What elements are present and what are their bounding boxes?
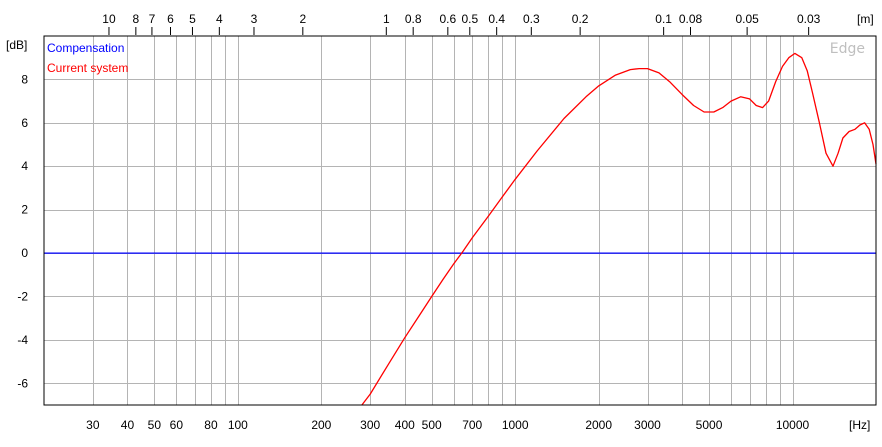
legend-entry-current-system: Current system [47, 61, 128, 75]
top-tick-label: 4 [216, 12, 223, 26]
y-tick-label: 0 [21, 246, 28, 260]
top-tick-label: 1 [383, 12, 390, 26]
y-tick-label: 6 [21, 116, 28, 130]
x-tick-label: 2000 [585, 418, 612, 432]
top-tick-label: 0.6 [439, 12, 456, 26]
x-tick-label: 500 [422, 418, 442, 432]
plot-frame [43, 35, 877, 406]
top-tick-label: 0.08 [679, 12, 703, 26]
y-tick-label: -2 [17, 289, 28, 303]
grid [44, 36, 876, 405]
top-tick-label: 8 [133, 12, 140, 26]
top-tick-label: 3 [251, 12, 258, 26]
top-tick-label: 2 [299, 12, 306, 26]
y-tick-label: -6 [17, 376, 28, 390]
x-tick-label: 1000 [502, 418, 529, 432]
top-tick-label: 0.3 [523, 12, 540, 26]
top-tick-label: 0.8 [405, 12, 422, 26]
legend-entry-compensation: Compensation [47, 41, 124, 55]
x-tick-label: 400 [395, 418, 415, 432]
x-tick-label: 200 [311, 418, 331, 432]
series-layer [44, 52, 877, 406]
y-tick-label: 4 [21, 159, 28, 173]
top-unit-label: [m] [857, 12, 874, 26]
x-tick-label: 80 [204, 418, 218, 432]
edge-watermark: Edge [830, 41, 865, 57]
y-tick-label: 8 [21, 72, 28, 86]
top-tick-label: 0.03 [797, 12, 821, 26]
y-tick-label: -4 [17, 333, 28, 347]
series-line-current-system [361, 52, 877, 406]
x-tick-label: 5000 [696, 418, 723, 432]
x-tick-label: 10000 [776, 418, 810, 432]
axis-labels: 30 40 50 60 80 100 200 300 400 500 700 1000 2000 3000… [17, 12, 820, 432]
y-unit-label: [dB] [6, 38, 27, 52]
top-tick-label: 5 [189, 12, 196, 26]
x-tick-label: 40 [121, 418, 135, 432]
top-tick-label: 6 [167, 12, 174, 26]
top-tick-label: 7 [149, 12, 156, 26]
x-unit-label: [Hz] [849, 418, 870, 432]
x-tick-label: 300 [360, 418, 380, 432]
x-tick-label: 30 [86, 418, 100, 432]
plot-background [44, 36, 876, 405]
x-tick-label: 3000 [634, 418, 661, 432]
top-tick-label: 0.4 [488, 12, 505, 26]
x-tick-label: 60 [170, 418, 184, 432]
top-tick-label: 0.5 [461, 12, 478, 26]
x-tick-label: 50 [148, 418, 162, 432]
top-tick-label: 0.05 [735, 12, 759, 26]
top-tick-label: 10 [102, 12, 116, 26]
y-tick-label: 2 [21, 203, 28, 217]
x-tick-label: 100 [228, 418, 248, 432]
top-tick-label: 0.2 [572, 12, 589, 26]
x-tick-label: 700 [462, 418, 482, 432]
top-tick-label: 0.1 [655, 12, 672, 26]
